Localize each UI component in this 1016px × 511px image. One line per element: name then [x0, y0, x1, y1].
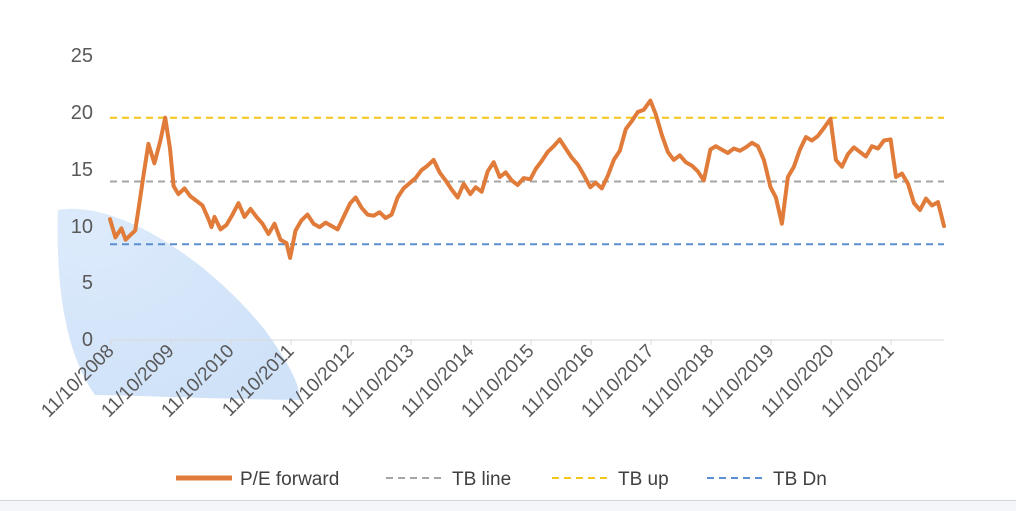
- legend-label: P/E forward: [240, 469, 339, 490]
- pe-forward-series: [108, 98, 946, 260]
- legend-item-tb-dn: TB Dn: [707, 469, 827, 490]
- y-tick-label: 25: [71, 45, 93, 67]
- cropped-bottom-strip: [0, 500, 1016, 511]
- legend: P/E forward TB line TB up TB Dn: [176, 469, 827, 490]
- y-axis: 0 5 10 15 20 25: [71, 45, 93, 351]
- legend-item-tb-up: TB up: [552, 469, 669, 490]
- legend-item-tb-line: TB line: [386, 469, 511, 490]
- legend-label: TB line: [452, 469, 511, 490]
- y-tick-label: 5: [82, 272, 93, 294]
- legend-label: TB up: [618, 469, 669, 490]
- y-tick-label: 15: [71, 159, 93, 181]
- y-tick-label: 10: [71, 216, 93, 238]
- highlight-overlay: [57, 208, 300, 400]
- legend-item-pe-forward: P/E forward: [176, 469, 339, 490]
- legend-label: TB Dn: [773, 469, 827, 490]
- y-tick-label: 0: [82, 329, 93, 351]
- y-tick-label: 20: [71, 102, 93, 124]
